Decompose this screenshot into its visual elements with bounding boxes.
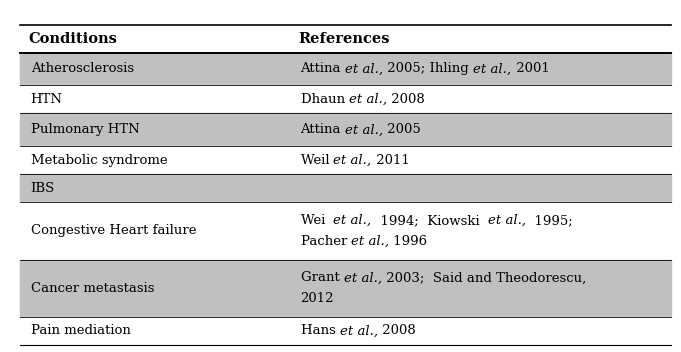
Text: 1995;: 1995; bbox=[526, 214, 573, 227]
Text: et al.,: et al., bbox=[351, 235, 390, 248]
Text: References: References bbox=[298, 32, 390, 46]
Text: et al.,: et al., bbox=[345, 63, 383, 75]
Bar bbox=[20, 25, 671, 52]
Text: 2003;  Said and Theodorescu,: 2003; Said and Theodorescu, bbox=[381, 271, 586, 284]
Text: Atherosclerosis: Atherosclerosis bbox=[31, 63, 133, 75]
Text: 2011: 2011 bbox=[372, 154, 409, 166]
Bar bbox=[20, 174, 671, 202]
Text: Cancer metastasis: Cancer metastasis bbox=[31, 282, 154, 295]
Text: et al.,: et al., bbox=[473, 63, 511, 75]
Bar bbox=[20, 52, 671, 86]
Bar bbox=[20, 113, 671, 146]
Text: Attina: Attina bbox=[300, 123, 345, 136]
Bar bbox=[20, 146, 671, 174]
Text: et al.,: et al., bbox=[334, 154, 372, 166]
Text: Wei: Wei bbox=[300, 214, 334, 227]
Text: 2005: 2005 bbox=[383, 123, 421, 136]
Bar bbox=[20, 202, 671, 259]
Text: Hans: Hans bbox=[300, 325, 340, 338]
Text: 1994;  Kiowski: 1994; Kiowski bbox=[372, 214, 488, 227]
Text: et al.,: et al., bbox=[343, 271, 381, 284]
Text: IBS: IBS bbox=[31, 182, 55, 195]
Bar bbox=[20, 317, 671, 345]
Bar bbox=[20, 259, 671, 317]
Bar bbox=[20, 86, 671, 113]
Text: Metabolic syndrome: Metabolic syndrome bbox=[31, 154, 168, 166]
Text: Grant: Grant bbox=[300, 271, 343, 284]
Text: Conditions: Conditions bbox=[29, 32, 118, 46]
Text: et al.,: et al., bbox=[340, 325, 378, 338]
Text: 2005; Ihling: 2005; Ihling bbox=[383, 63, 473, 75]
Text: et al.,: et al., bbox=[334, 214, 372, 227]
Text: 2008: 2008 bbox=[378, 325, 415, 338]
Text: Pain mediation: Pain mediation bbox=[31, 325, 131, 338]
Text: HTN: HTN bbox=[31, 93, 63, 106]
Text: et al.,: et al., bbox=[349, 93, 387, 106]
Text: 2008: 2008 bbox=[387, 93, 425, 106]
Text: et al.,: et al., bbox=[488, 214, 526, 227]
Text: Dhaun: Dhaun bbox=[300, 93, 349, 106]
Text: 2012: 2012 bbox=[300, 292, 334, 305]
Text: 1996: 1996 bbox=[390, 235, 428, 248]
Text: Attina: Attina bbox=[300, 63, 345, 75]
Text: Pacher: Pacher bbox=[300, 235, 351, 248]
Text: Pulmonary HTN: Pulmonary HTN bbox=[31, 123, 140, 136]
Text: 2001: 2001 bbox=[511, 63, 550, 75]
Text: Congestive Heart failure: Congestive Heart failure bbox=[31, 224, 196, 237]
Text: et al.,: et al., bbox=[345, 123, 383, 136]
Text: Weil: Weil bbox=[300, 154, 334, 166]
